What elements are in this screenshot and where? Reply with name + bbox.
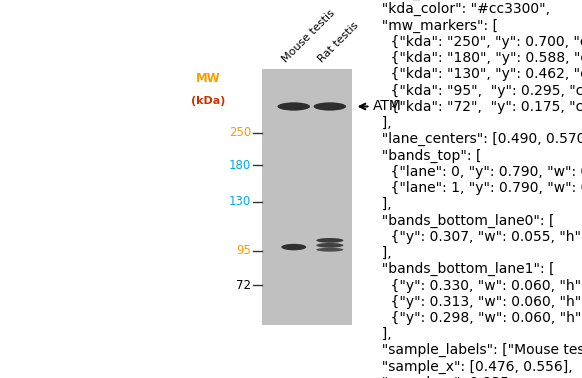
Ellipse shape [281,244,306,250]
Ellipse shape [317,248,343,252]
Text: {
  "fig_width": 5.82,
  "fig_height": 3.78,
  "dpi": 100,
  "bg_color": "#fffff: { "fig_width": 5.82, "fig_height": 3.78,… [372,0,582,378]
Ellipse shape [278,102,310,110]
Text: 250: 250 [229,126,251,139]
Text: 95: 95 [236,244,251,257]
Text: ATM: ATM [372,99,402,113]
Ellipse shape [317,248,343,252]
Text: 72: 72 [236,279,251,292]
Ellipse shape [317,243,343,248]
Text: 130: 130 [229,195,251,208]
Ellipse shape [314,102,346,110]
Ellipse shape [278,102,310,110]
Text: (kDa): (kDa) [191,96,225,106]
Text: 180: 180 [229,159,251,172]
Text: Rat testis: Rat testis [317,20,361,64]
Ellipse shape [317,238,343,243]
Ellipse shape [314,102,346,110]
Text: Mouse testis: Mouse testis [281,8,337,64]
Text: MW: MW [196,72,221,85]
Ellipse shape [317,238,343,243]
Ellipse shape [281,244,306,250]
Ellipse shape [317,243,343,248]
Bar [262,69,353,325]
